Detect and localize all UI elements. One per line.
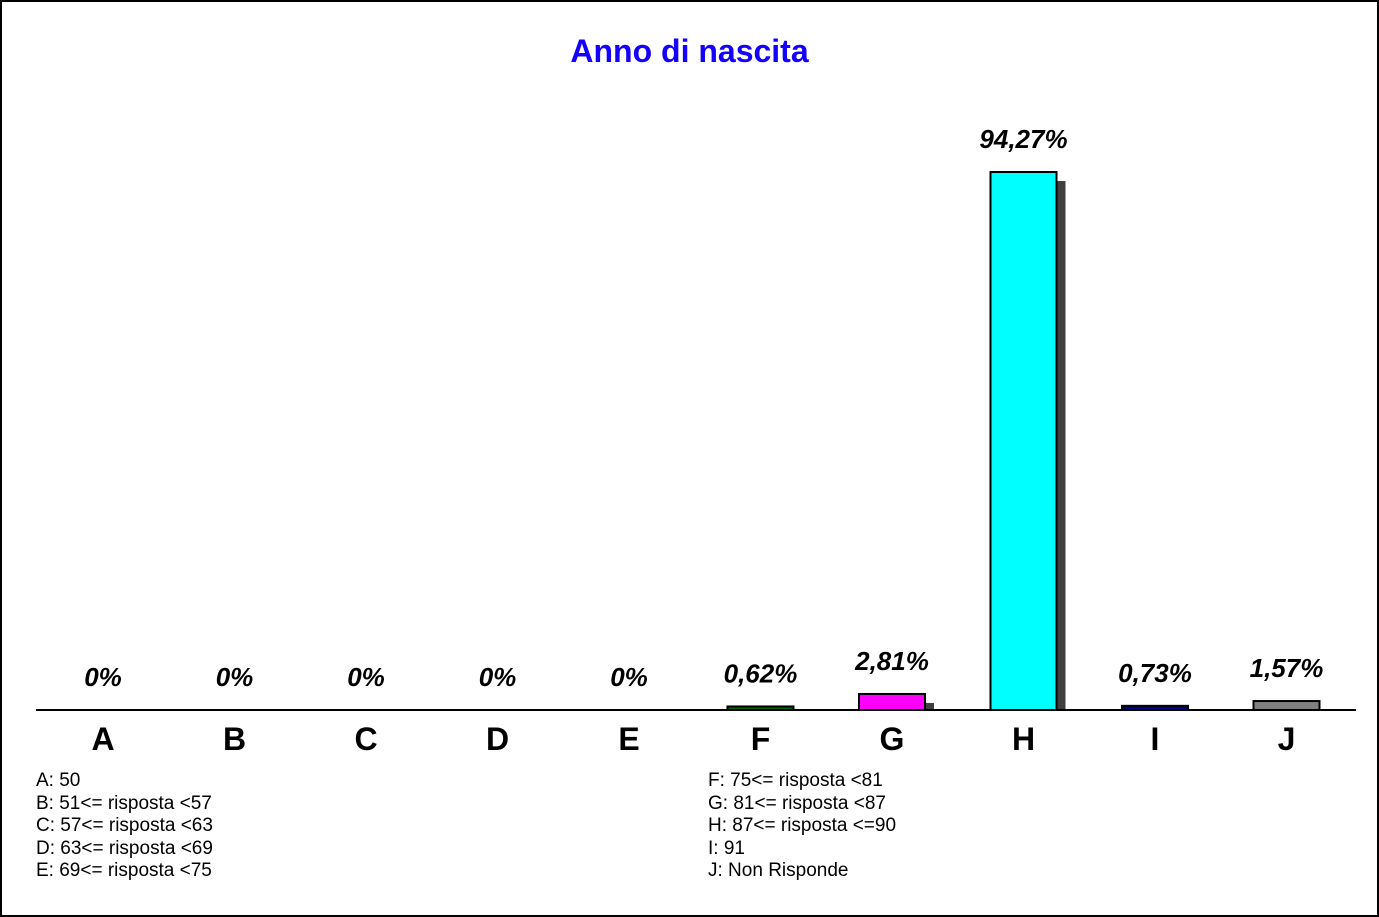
legend-item-a: A: 50	[36, 770, 81, 791]
value-label-g: 2,81%	[854, 646, 929, 676]
labels-layer: 0% A 0% B 0% C 0% D 0% E 0,62% F 2,81% G 94,27% H 0,73% I…	[84, 124, 1323, 757]
legend-item-f: F: 75<= risposta <81	[708, 770, 883, 791]
value-label-d: 0%	[479, 662, 517, 692]
legend-item-b: B: 51<= risposta <57	[36, 792, 212, 814]
legend-left: A: 50 B: 51<= risposta <57 C: 57<= rispo…	[36, 770, 213, 883]
legend-item-d: D: 63<= risposta <69	[36, 837, 213, 859]
category-label-c: C	[354, 721, 377, 757]
value-label-a: 0%	[84, 662, 122, 692]
legend-item-i: I: 91	[708, 837, 745, 859]
bar-h	[989, 171, 1058, 711]
legend-item-e: E: 69<= risposta <75	[36, 860, 212, 881]
legend-item-g: G: 81<= risposta <87	[708, 792, 886, 814]
chart-title: Anno di nascita	[570, 33, 809, 69]
bar-j	[1252, 700, 1321, 711]
legend-item-j: J: Non Risponde	[708, 860, 849, 881]
legend-right: F: 75<= risposta <81 G: 81<= risposta <8…	[708, 770, 896, 883]
value-label-h: 94,27%	[979, 124, 1067, 154]
category-label-g: G	[880, 721, 905, 757]
category-label-d: D	[486, 721, 509, 757]
legend-item-c: C: 57<= risposta <63	[36, 815, 213, 836]
value-label-j: 1,57%	[1250, 653, 1324, 683]
bar-g	[858, 692, 926, 712]
value-label-e: 0%	[610, 662, 648, 692]
category-label-a: A	[91, 721, 114, 757]
category-label-f: F	[751, 721, 771, 757]
category-label-h: H	[1012, 721, 1035, 757]
value-label-b: 0%	[216, 662, 254, 692]
category-label-j: J	[1278, 721, 1296, 757]
value-label-c: 0%	[347, 662, 385, 692]
category-label-b: B	[223, 721, 246, 757]
value-label-i: 0,73%	[1118, 658, 1192, 688]
category-label-i: I	[1151, 721, 1160, 757]
bars-layer	[70, 171, 1321, 712]
legend-item-h: H: 87<= risposta <=90	[708, 815, 897, 836]
category-label-e: E	[618, 721, 639, 757]
value-label-f: 0,62%	[724, 658, 798, 688]
